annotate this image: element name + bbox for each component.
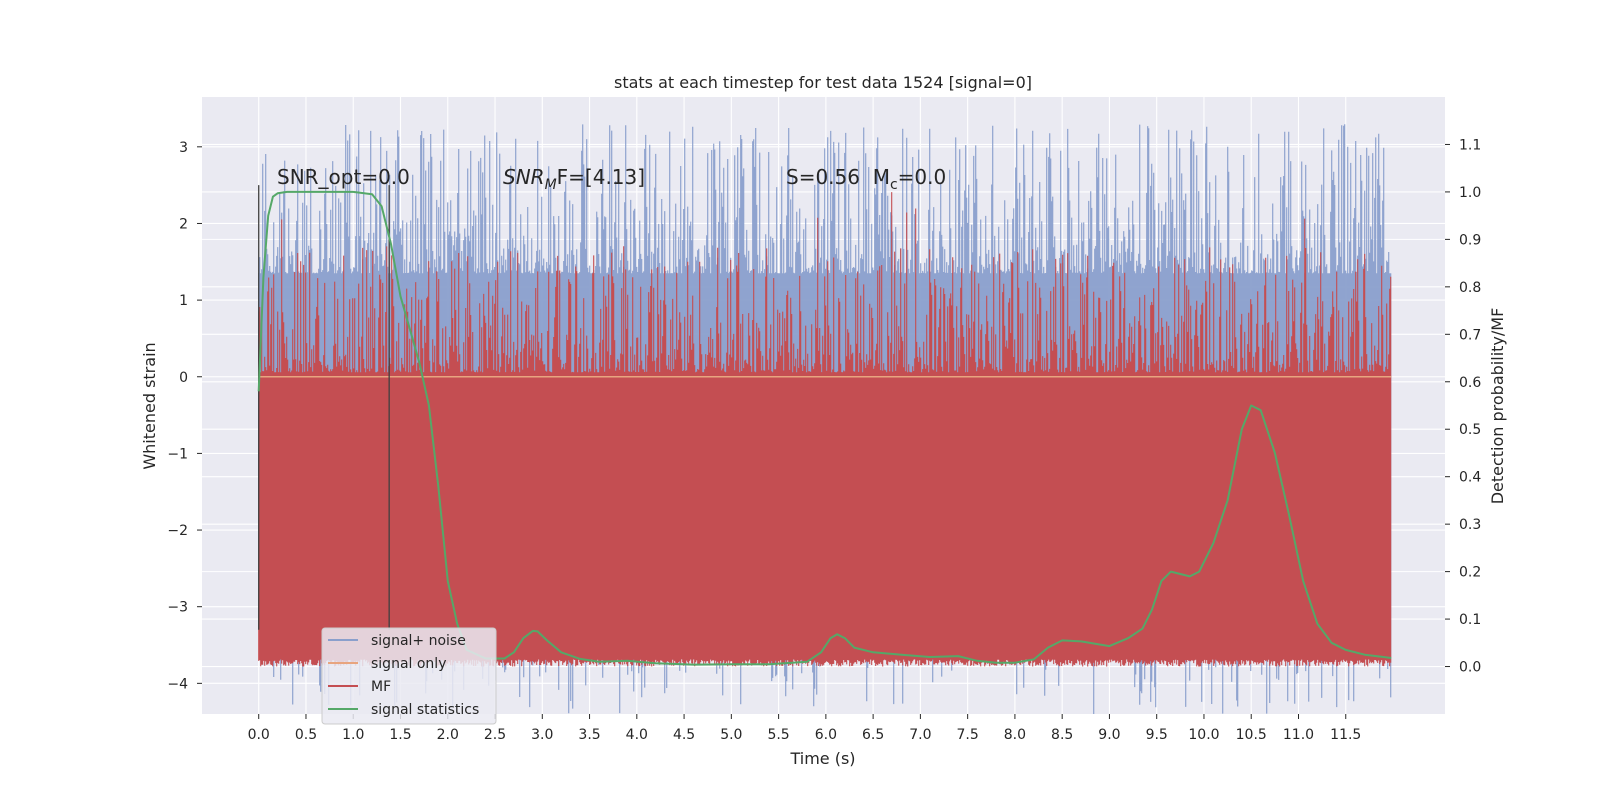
y-tick-label-5: −2 [167,523,188,539]
legend: signal+ noise signal only MF signal stat… [321,627,497,725]
legend-label-signal-only: signal only [371,656,446,672]
signal-statistics-trace [257,190,1392,666]
y2-tick-label-2: 0.9 [1459,232,1481,248]
y-axis-label: Whitened strain [140,342,159,469]
y2-axis-ticks: 1.1 1.0 0.9 0.8 0.7 0.6 0.5 0.4 0.3 0.2 0.1 0.0 [1445,137,1481,676]
x-tick-label-7.5: 7.5 [957,727,979,743]
legend-label-signal-noise: signal+ noise [371,633,466,649]
y-tick-label-0: 3 [179,140,188,156]
marker-lines [258,185,390,630]
annotation-s-mc: S=0.56 Mc=0.0 [786,165,946,193]
y2-tick-label-10: 0.1 [1459,612,1481,628]
x-tick-label-9.0: 9.0 [1098,727,1120,743]
x-tick-label-4.0: 4.0 [626,727,648,743]
y2-tick-label-0: 1.1 [1459,137,1481,153]
y-tick-label-2: 1 [179,293,188,309]
x-tick-label-11.0: 11.0 [1283,727,1314,743]
x-tick-label-0.5: 0.5 [295,727,317,743]
x-tick-label-1.5: 1.5 [389,727,411,743]
y-tick-label-7: −4 [167,676,188,692]
x-tick-label-0.0: 0.0 [248,727,270,743]
signal-statistics-path [257,190,1392,666]
legend-label-signal-statistics: signal statistics [371,702,479,718]
x-tick-label-8.0: 8.0 [1004,727,1026,743]
x-tick-label-6.5: 6.5 [862,727,884,743]
x-tick-label-2.5: 2.5 [484,727,506,743]
chart-title: stats at each timestep for test data 152… [614,73,1032,92]
x-tick-label-5.5: 5.5 [767,727,789,743]
x-tick-label-3.0: 3.0 [531,727,553,743]
legend-label-mf: MF [371,679,391,695]
x-tick-label-5.0: 5.0 [720,727,742,743]
x-tick-label-10.0: 10.0 [1188,727,1219,743]
y2-tick-label-7: 0.4 [1459,470,1481,486]
x-axis-ticks: 0.0 0.5 1.0 1.5 2.0 2.5 3.0 3.5 4.0 4.5 5.0 5.5 6.0 6… [248,714,1361,743]
y-tick-label-1: 2 [179,216,188,232]
y2-tick-label-8: 0.3 [1459,517,1481,533]
x-tick-label-11.5: 11.5 [1330,727,1361,743]
y2-tick-label-3: 0.8 [1459,280,1481,296]
y2-tick-label-4: 0.7 [1459,327,1481,343]
y-tick-label-6: −3 [167,600,188,616]
x-tick-label-4.5: 4.5 [673,727,695,743]
x-tick-label-6.0: 6.0 [815,727,837,743]
y2-tick-label-6: 0.5 [1459,422,1481,438]
y2-tick-label-5: 0.6 [1459,375,1481,391]
x-tick-label-3.5: 3.5 [578,727,600,743]
x-axis-label: Time (s) [789,749,855,768]
x-tick-label-8.5: 8.5 [1051,727,1073,743]
y-tick-label-3: 0 [179,370,188,386]
y2-tick-label-9: 0.2 [1459,565,1481,581]
x-tick-label-1.0: 1.0 [342,727,364,743]
annotation-snr-mf: SNRMF=[4.13] [503,165,645,193]
x-tick-label-10.5: 10.5 [1236,727,1267,743]
y2-tick-label-1: 1.0 [1459,185,1481,201]
y2-tick-label-11: 0.0 [1459,660,1481,676]
y2-axis-label: Detection probability/MF [1488,308,1507,505]
x-tick-label-7.0: 7.0 [909,727,931,743]
y-axis-ticks: 3 2 1 0 −1 −2 −3 −4 [167,140,202,692]
x-tick-label-2.0: 2.0 [437,727,459,743]
legend-box [321,627,497,725]
y-tick-label-4: −1 [167,446,188,462]
annotation-snr-opt: SNR_opt=0.0 [277,165,410,189]
x-tick-label-9.5: 9.5 [1146,727,1168,743]
